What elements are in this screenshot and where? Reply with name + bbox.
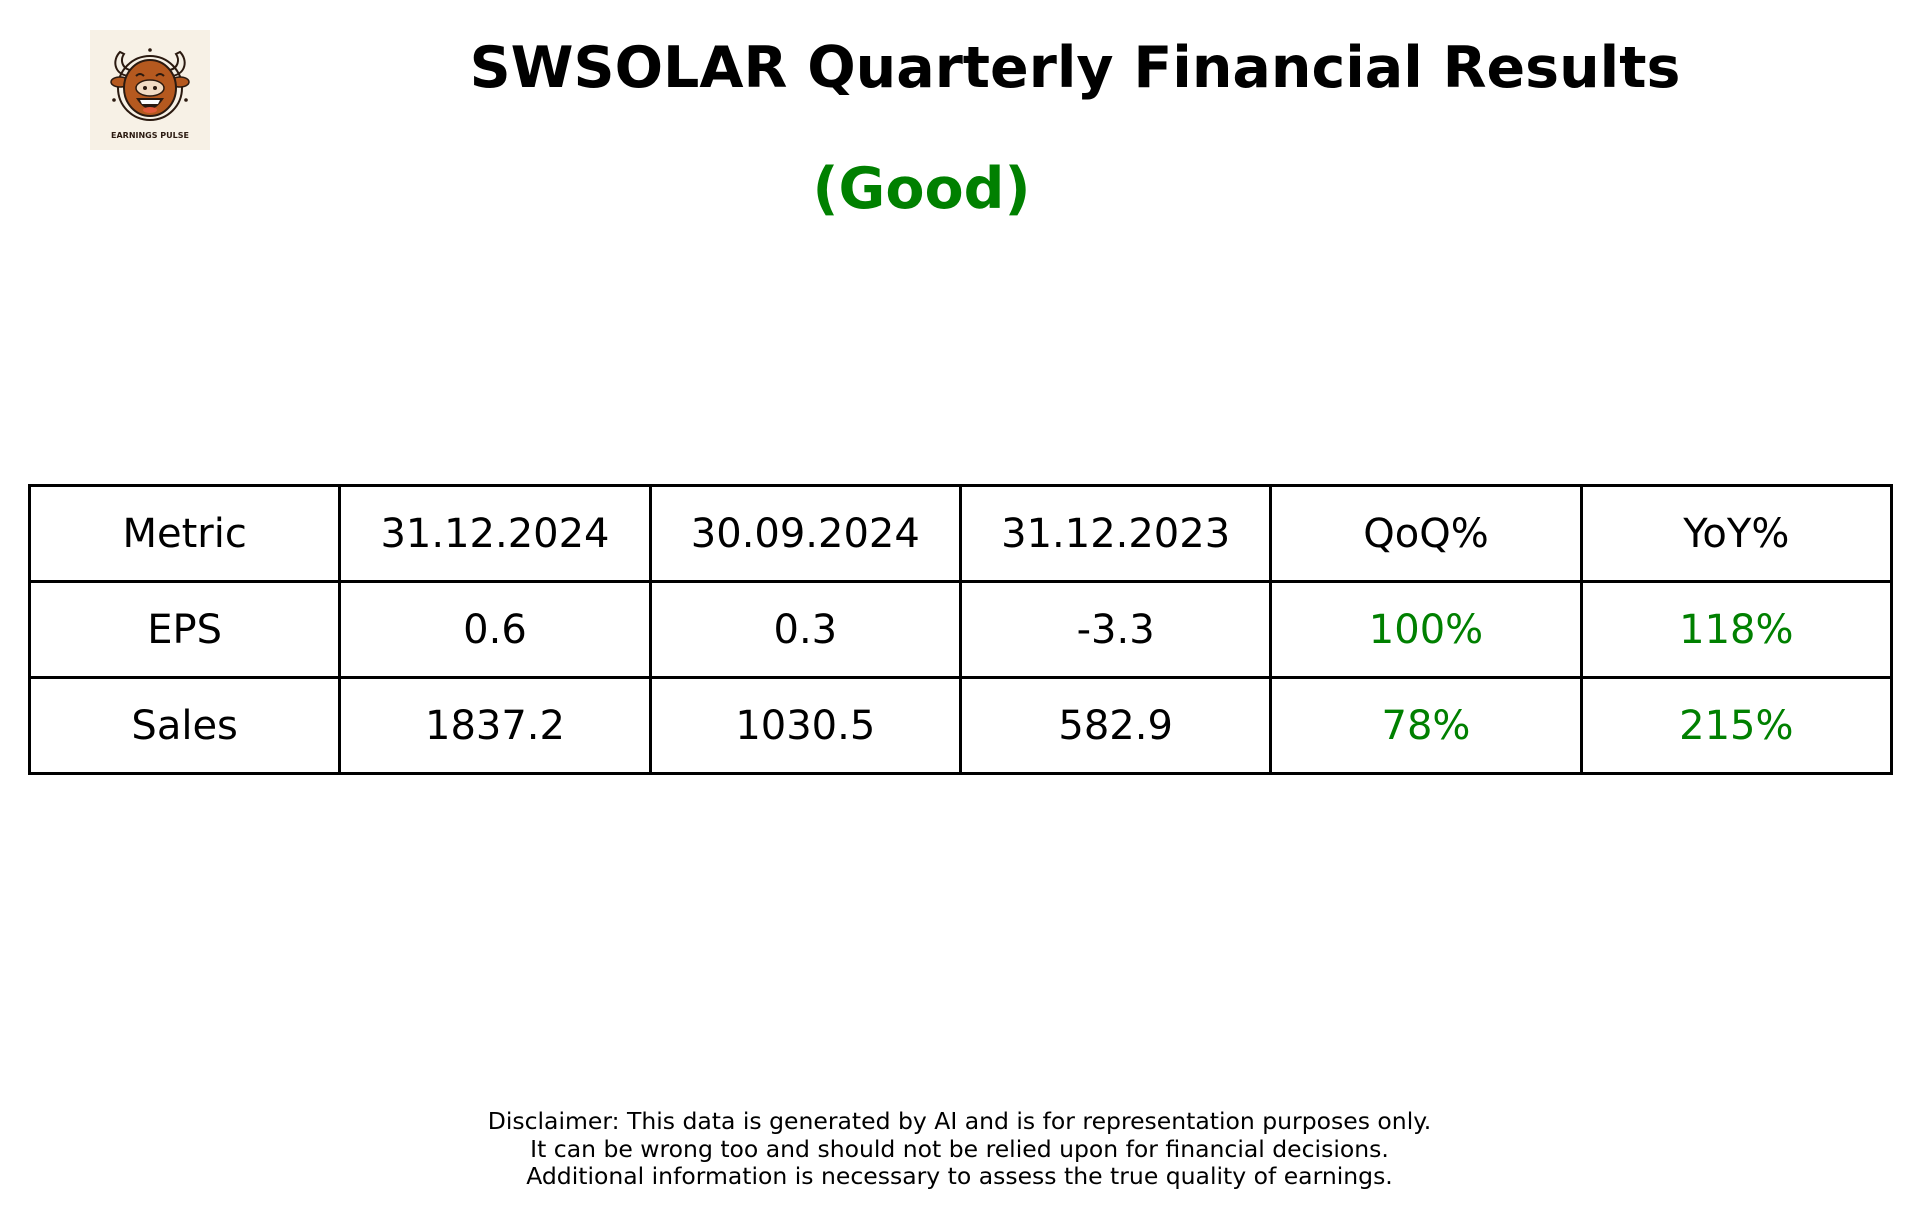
cell-yoy: 118% <box>1579 580 1894 679</box>
table-header-row: Metric 31.12.2024 30.09.2024 31.12.2023 … <box>27 484 1894 583</box>
disclaimer-line: Additional information is necessary to a… <box>526 1162 1393 1190</box>
cell-qoq: 78% <box>1269 676 1583 775</box>
page-title: SWSOLAR Quarterly Financial Results <box>469 35 1681 101</box>
column-header-year-ago-quarter: 31.12.2023 <box>958 484 1273 583</box>
cell-previous-quarter: 1030.5 <box>648 676 962 775</box>
table-row-sales: Sales 1837.2 1030.5 582.9 78% 215% <box>27 676 1894 775</box>
svg-text:EARNINGS PULSE: EARNINGS PULSE <box>111 131 189 140</box>
column-header-metric: Metric <box>27 484 342 583</box>
cell-current-quarter: 1837.2 <box>338 676 652 775</box>
column-header-current-quarter: 31.12.2024 <box>338 484 652 583</box>
disclaimer-line: It can be wrong too and should not be re… <box>530 1134 1389 1163</box>
cell-year-ago-quarter: 582.9 <box>958 676 1273 775</box>
disclaimer-line: Disclaimer: This data is generated by AI… <box>487 1107 1432 1135</box>
earnings-pulse-logo: EARNINGS PULSE <box>90 30 210 150</box>
column-header-previous-quarter: 30.09.2024 <box>648 484 962 583</box>
column-header-qoq: QoQ% <box>1269 484 1583 583</box>
cell-previous-quarter: 0.3 <box>648 580 962 679</box>
disclaimer: Disclaimer: This data is generated by AI… <box>0 1107 1919 1191</box>
financial-results-table: Metric 31.12.2024 30.09.2024 31.12.2023 … <box>27 484 1894 775</box>
cell-yoy: 215% <box>1579 676 1894 775</box>
table-row-eps: EPS 0.6 0.3 -3.3 100% 118% <box>27 580 1894 679</box>
cell-current-quarter: 0.6 <box>338 580 652 679</box>
cell-year-ago-quarter: -3.3 <box>958 580 1273 679</box>
column-header-yoy: YoY% <box>1579 484 1894 583</box>
cell-metric: Sales <box>27 676 342 775</box>
rating-label: (Good) <box>812 156 1031 222</box>
cell-metric: EPS <box>27 580 342 679</box>
bull-mascot-icon: EARNINGS PULSE <box>110 48 190 140</box>
cell-qoq: 100% <box>1269 580 1583 679</box>
